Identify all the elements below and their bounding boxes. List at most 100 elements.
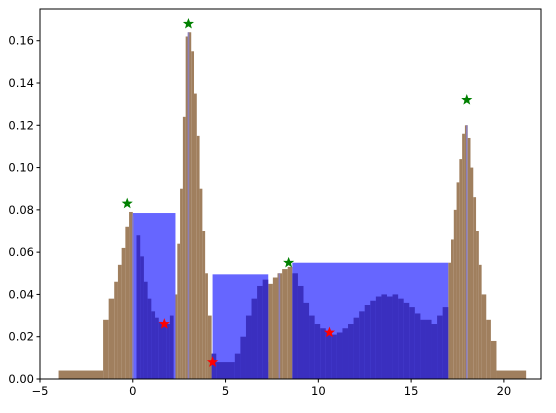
bar bbox=[470, 167, 474, 379]
bar bbox=[476, 231, 479, 379]
bar bbox=[456, 182, 460, 379]
y-tick-label: 0.06 bbox=[8, 245, 34, 259]
bar bbox=[359, 311, 365, 379]
bar bbox=[490, 340, 497, 379]
x-tick-label: 15 bbox=[404, 384, 419, 398]
bar bbox=[196, 135, 200, 379]
bar bbox=[473, 197, 477, 379]
y-tick-label: 0.10 bbox=[8, 161, 34, 175]
bar bbox=[496, 370, 527, 379]
y-tick-label: 0.16 bbox=[8, 34, 34, 48]
y-tick-label: 0.08 bbox=[8, 203, 34, 217]
bar bbox=[398, 298, 404, 379]
bar bbox=[392, 294, 399, 379]
bar bbox=[420, 319, 426, 379]
bar bbox=[143, 281, 148, 379]
y-tick-label: 0.04 bbox=[8, 287, 34, 301]
bar bbox=[202, 231, 206, 379]
bar bbox=[459, 159, 463, 379]
bar bbox=[292, 273, 298, 379]
bar bbox=[177, 243, 181, 379]
peak-marker bbox=[182, 17, 195, 29]
bar bbox=[140, 256, 144, 379]
bar bbox=[240, 336, 246, 379]
bar bbox=[169, 315, 174, 379]
x-tick-label: 10 bbox=[311, 384, 326, 398]
bar bbox=[320, 328, 326, 379]
bar bbox=[486, 319, 491, 379]
bar bbox=[342, 328, 349, 379]
y-axis: 0.00 0.02 0.04 0.06 0.08 0.10 0.12 0.14 0.16 bbox=[8, 34, 40, 386]
x-tick-label: 5 bbox=[222, 384, 229, 398]
plot-area bbox=[58, 32, 527, 380]
bar bbox=[147, 298, 152, 379]
bar bbox=[467, 137, 471, 379]
bar bbox=[442, 307, 449, 379]
bar bbox=[207, 315, 212, 379]
bar bbox=[125, 226, 130, 379]
bar bbox=[158, 321, 163, 379]
bar bbox=[303, 302, 310, 379]
bar bbox=[121, 247, 126, 379]
bar bbox=[453, 209, 457, 379]
bar bbox=[425, 319, 432, 379]
axes-frame bbox=[39, 8, 542, 380]
bar bbox=[287, 266, 293, 379]
bar bbox=[262, 279, 269, 379]
bar bbox=[403, 302, 410, 379]
bar bbox=[272, 277, 278, 379]
bar bbox=[199, 188, 203, 379]
bar bbox=[364, 305, 371, 379]
bar bbox=[155, 317, 159, 379]
bar bbox=[129, 211, 133, 379]
y-tick-label: 0.14 bbox=[8, 76, 34, 90]
bar bbox=[386, 296, 393, 379]
bar bbox=[211, 353, 217, 379]
bar bbox=[117, 264, 122, 379]
bar bbox=[437, 315, 443, 379]
bar bbox=[409, 307, 415, 379]
bar bbox=[478, 264, 482, 379]
bar bbox=[136, 235, 141, 379]
peak-marker bbox=[283, 256, 295, 268]
bar bbox=[297, 285, 304, 379]
bar bbox=[245, 315, 252, 379]
bar bbox=[414, 313, 421, 379]
bar bbox=[370, 300, 376, 379]
bar bbox=[353, 317, 360, 379]
bar bbox=[481, 294, 487, 379]
bar bbox=[180, 188, 183, 379]
series-2 bbox=[136, 235, 449, 379]
bar bbox=[188, 32, 192, 379]
bar bbox=[58, 370, 104, 379]
valley-marker bbox=[158, 318, 170, 329]
bar bbox=[108, 298, 115, 379]
series-3 bbox=[131, 32, 468, 379]
y-tick-label: 0.00 bbox=[8, 372, 34, 386]
bar bbox=[251, 298, 258, 379]
bar bbox=[185, 36, 189, 380]
bar bbox=[205, 273, 208, 379]
bar bbox=[451, 239, 454, 379]
bar bbox=[103, 319, 109, 379]
bar bbox=[336, 332, 343, 379]
bar bbox=[234, 353, 241, 379]
bar bbox=[114, 281, 118, 379]
bar bbox=[182, 116, 186, 379]
bar bbox=[381, 294, 387, 379]
bar bbox=[191, 51, 195, 379]
markers bbox=[121, 17, 473, 367]
bar bbox=[194, 93, 197, 379]
bar bbox=[309, 315, 315, 379]
bar bbox=[268, 283, 273, 379]
bar bbox=[331, 334, 337, 379]
bar bbox=[348, 324, 354, 379]
bar bbox=[151, 311, 156, 379]
bar bbox=[314, 324, 321, 379]
valley-marker bbox=[323, 326, 336, 338]
y-tick-label: 0.02 bbox=[8, 330, 34, 344]
valley-marker bbox=[206, 356, 219, 367]
x-tick-label: −5 bbox=[32, 384, 49, 398]
bar bbox=[325, 332, 332, 379]
